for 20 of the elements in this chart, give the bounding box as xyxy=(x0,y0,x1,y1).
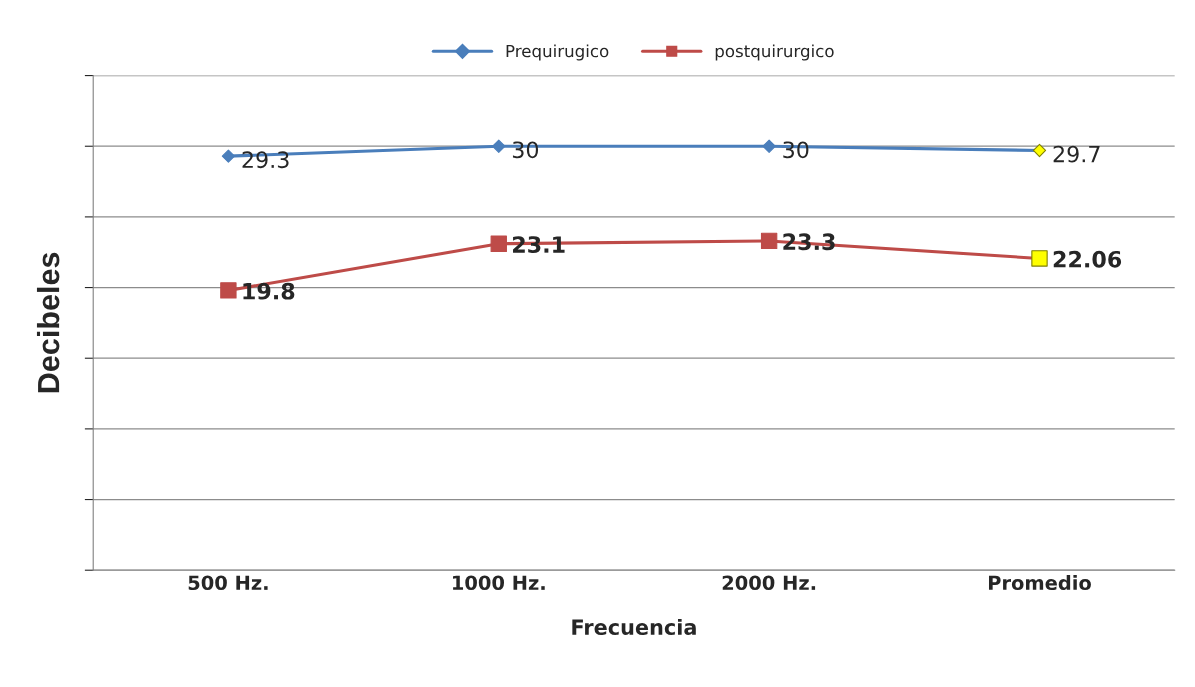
data-label: 29.7 xyxy=(1053,145,1100,163)
point xyxy=(220,282,237,299)
point xyxy=(1032,143,1047,158)
data-label: 19.8 xyxy=(243,282,295,300)
point xyxy=(1031,250,1048,267)
x-tick-label: Promedio xyxy=(988,575,1091,591)
data-label: 22.06 xyxy=(1053,250,1122,268)
point xyxy=(492,139,506,153)
x-axis-title: Frecuencia xyxy=(572,618,696,636)
x-tick-label: 500 Hz. xyxy=(188,575,268,591)
point xyxy=(760,232,778,250)
y-axis-title: Decibeles xyxy=(36,252,60,393)
legend-label: postquirurgico xyxy=(715,44,834,61)
data-label: 29.3 xyxy=(242,151,289,169)
x-tick-label: 2000 Hz. xyxy=(722,575,816,591)
point xyxy=(221,149,236,163)
point xyxy=(490,235,507,252)
point xyxy=(762,139,776,153)
x-tick-label: 1000 Hz. xyxy=(453,575,545,591)
legend-label: Prequirugico xyxy=(506,44,609,61)
